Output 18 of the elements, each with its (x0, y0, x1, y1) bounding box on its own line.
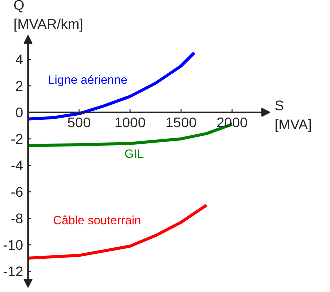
x-tick-label: 2000 (216, 114, 248, 131)
y-tick-label: 4 (16, 52, 24, 68)
y-tick-label: -8 (11, 210, 24, 227)
x-tick-label: 1000 (114, 114, 146, 131)
y-tick-label: -6 (11, 184, 24, 200)
line-series (26, 204, 208, 260)
x-axis-title: S [MVA] (274, 98, 312, 133)
y-tick-label: -10 (3, 237, 24, 254)
y-tick-label: 2 (16, 78, 24, 94)
y-tick-label: 0 (16, 104, 24, 121)
series-label: Ligne aérienne (48, 73, 128, 88)
y-tick-label: -4 (11, 158, 24, 174)
series-label: Câble souterrain (53, 213, 142, 228)
y-tick-label: -12 (3, 264, 24, 280)
y-tick-label: -2 (11, 131, 24, 148)
series-label: GIL (124, 147, 144, 162)
x-tick-label: 1500 (166, 114, 198, 131)
x-tick-label: 500 (68, 114, 92, 131)
